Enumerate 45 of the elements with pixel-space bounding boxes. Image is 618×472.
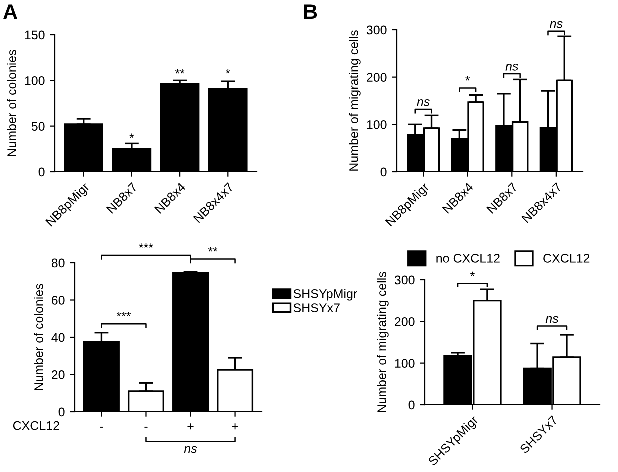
y-tick-label: 150 [25,30,45,40]
legend-label: no CXCL12 [436,254,500,263]
annotation: *** [116,312,132,317]
y-tick-label: 200 [367,73,387,82]
y-tick-label: 20 [52,370,65,380]
y-tick-label: 0 [408,400,415,410]
y-tick-label: 0 [380,168,387,177]
y-tick-label: 0 [38,168,45,177]
annotation: * [466,76,470,81]
text: ** [208,247,218,252]
y-tick-label: 0 [58,408,65,417]
x-tick-label: - [144,426,148,428]
x-axis-title: CXCL12 [13,421,60,430]
y-tick-label: 300 [366,26,387,35]
chart-title: A [4,4,18,20]
legend-label: SHSYx7 [294,304,340,312]
y-tick-label: 300 [394,276,415,285]
y-axis-title: Number of migrating cells [377,272,389,412]
x-tick-label: + [188,424,194,430]
text: * [470,272,475,276]
annotation: * [226,69,230,74]
y-axis-title: Number of colonies [34,284,44,390]
y-tick-label: 50 [32,122,45,131]
annotation: ns [506,64,518,71]
annotation: ** [175,69,185,74]
x-tick-label: + [232,424,238,430]
y-axis-title: Number of migrating cells [349,30,361,171]
annotation: ns [546,316,559,324]
text: ns [550,21,563,28]
y-tick-label: 60 [52,296,65,305]
text: ns [184,446,198,454]
y-tick-label: 100 [395,359,415,368]
legend-label: CXCL12 [544,254,590,263]
text: *** [139,244,154,248]
y-tick-label: 100 [25,76,45,86]
annotation: * [130,134,134,138]
legend-label: SHSYpMigr [294,289,358,301]
x-tick-label: - [100,426,104,428]
annotation: ns [417,99,430,106]
y-tick-label: 80 [52,258,65,268]
y-tick-label: 100 [367,120,387,130]
y-tick-label: 40 [52,333,65,342]
chart-title: B [304,4,318,20]
y-axis-title: Number of colonies [7,50,16,156]
y-tick-label: 200 [395,317,415,326]
